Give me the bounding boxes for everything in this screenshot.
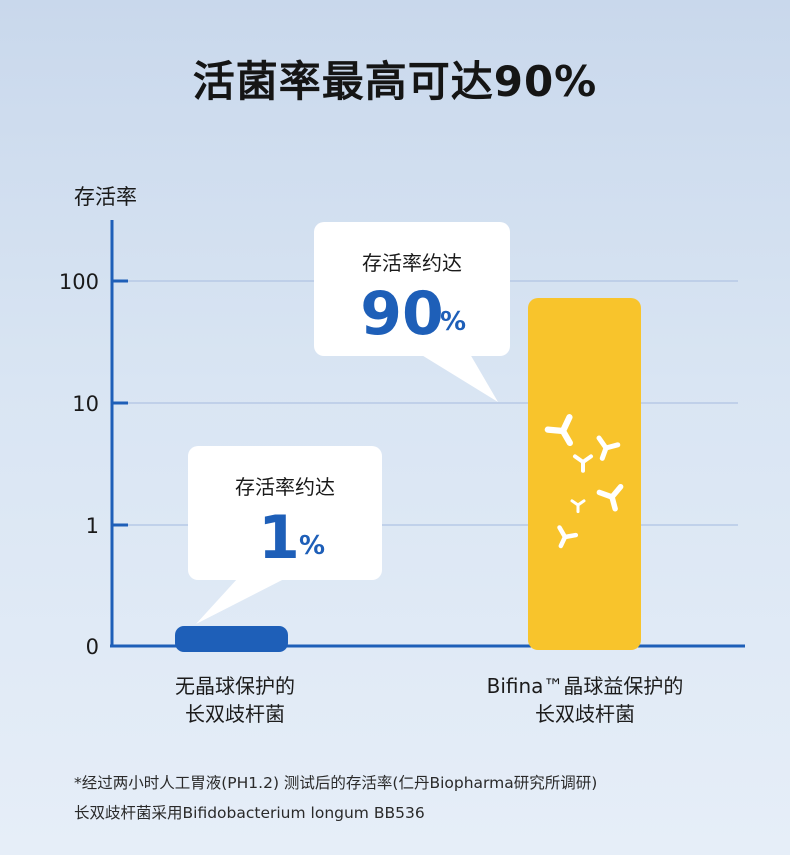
y-shape-bacteria-icon xyxy=(596,435,621,461)
category-label-line-2: 长双歧杆菌 xyxy=(185,702,285,726)
callout-pointer xyxy=(196,578,286,624)
footnote-line-1: *经过两小时人工胃液(PH1.2) 测试后的存活率(仁丹Biopharma研究所… xyxy=(74,774,598,792)
callout-box xyxy=(314,222,510,356)
callout-value: 1 xyxy=(258,503,300,573)
callout-value: 90 xyxy=(360,279,444,349)
category-label-unprotected: 无晶球保护的 长双歧杆菌 xyxy=(120,672,350,728)
y-tick-label: 1 xyxy=(86,514,99,538)
y-axis-label: 存活率 xyxy=(74,185,137,209)
callout-label: 存活率约达 xyxy=(362,251,462,275)
y-shape-bacteria-icon xyxy=(570,499,586,514)
callout-label: 存活率约达 xyxy=(235,475,335,499)
y-shape-bacteria-icon xyxy=(572,454,594,473)
callout-box xyxy=(188,446,382,580)
y-shape-bacteria-icon xyxy=(557,525,579,549)
callout-pointer xyxy=(420,354,498,402)
callout-unit: % xyxy=(440,307,466,337)
category-label-protected: Bifina™晶球益保护的 长双歧杆菌 xyxy=(455,672,715,728)
bar-unprotected xyxy=(175,626,288,652)
y-tick-label: 0 xyxy=(86,635,99,659)
footnote-line-2: 长双歧杆菌采用Bifidobacterium longum BB536 xyxy=(74,804,425,822)
y-tick-label: 10 xyxy=(72,392,99,416)
bar-protected xyxy=(528,298,641,650)
footnote: *经过两小时人工胃液(PH1.2) 测试后的存活率(仁丹Biopharma研究所… xyxy=(74,768,774,828)
y-tick-label: 100 xyxy=(59,270,99,294)
category-label-line-1: Bifina™晶球益保护的 xyxy=(486,674,684,698)
category-label-line-1: 无晶球保护的 xyxy=(175,674,295,698)
page-title: 活菌率最高可达90% xyxy=(192,57,598,106)
category-label-line-2: 长双歧杆菌 xyxy=(535,702,635,726)
callout-unit: % xyxy=(299,531,325,561)
y-shape-bacteria-icon xyxy=(596,483,624,512)
y-shape-bacteria-icon xyxy=(544,414,573,447)
